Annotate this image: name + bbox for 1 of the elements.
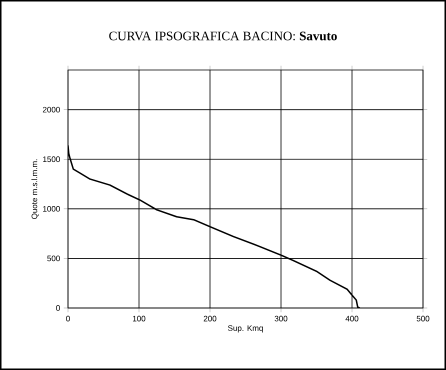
chart-title: CURVA IPSOGRAFICA BACINO: Savuto <box>109 32 337 40</box>
